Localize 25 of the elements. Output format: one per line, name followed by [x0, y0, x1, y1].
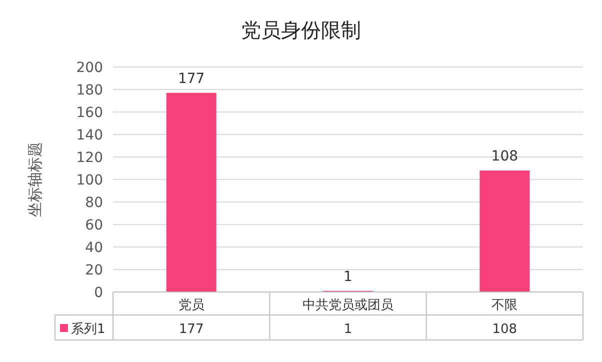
bar: [166, 92, 216, 292]
data-label: 1: [344, 268, 352, 285]
legend-label: 系列1: [71, 322, 106, 337]
y-tick-label: 120: [76, 150, 103, 166]
y-tick-label: 80: [85, 195, 103, 211]
y-tick-label: 100: [76, 172, 103, 188]
y-tick-label: 160: [76, 105, 103, 121]
data-label: 177: [178, 70, 205, 87]
x-tick-label: 不限: [492, 298, 518, 313]
x-tick-label: 党员: [178, 298, 204, 313]
y-tick-label: 0: [94, 285, 103, 301]
text: 177: [178, 322, 204, 337]
x-tick-label: 中共党员或团员: [302, 298, 394, 313]
y-tick-label: 180: [76, 82, 103, 98]
data-label: 108: [491, 148, 518, 164]
y-tick-label: 60: [85, 218, 103, 234]
y-axis-title: 坐标轴标题: [26, 142, 44, 217]
text: 1: [344, 322, 352, 337]
text: 108: [492, 322, 518, 337]
y-tick-label: 200: [76, 60, 103, 76]
bar: [480, 170, 530, 292]
y-tick-label: 140: [76, 128, 103, 144]
y-tick-label: 20: [85, 262, 103, 278]
chart-title: 党员身份限制: [241, 18, 361, 42]
y-tick-label: 40: [85, 240, 103, 256]
